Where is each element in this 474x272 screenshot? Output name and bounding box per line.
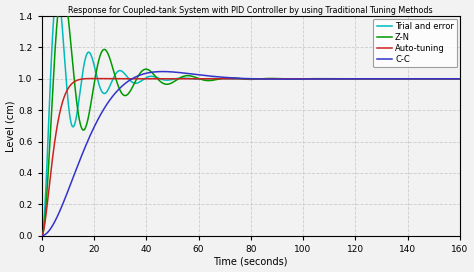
X-axis label: Time (seconds): Time (seconds) (213, 256, 288, 267)
Legend: Trial and error, Z-N, Auto-tuning, C-C: Trial and error, Z-N, Auto-tuning, C-C (374, 18, 457, 67)
Y-axis label: Level (cm): Level (cm) (6, 100, 16, 152)
Title: Response for Coupled-tank System with PID Controller by using Traditional Tuning: Response for Coupled-tank System with PI… (68, 5, 433, 15)
